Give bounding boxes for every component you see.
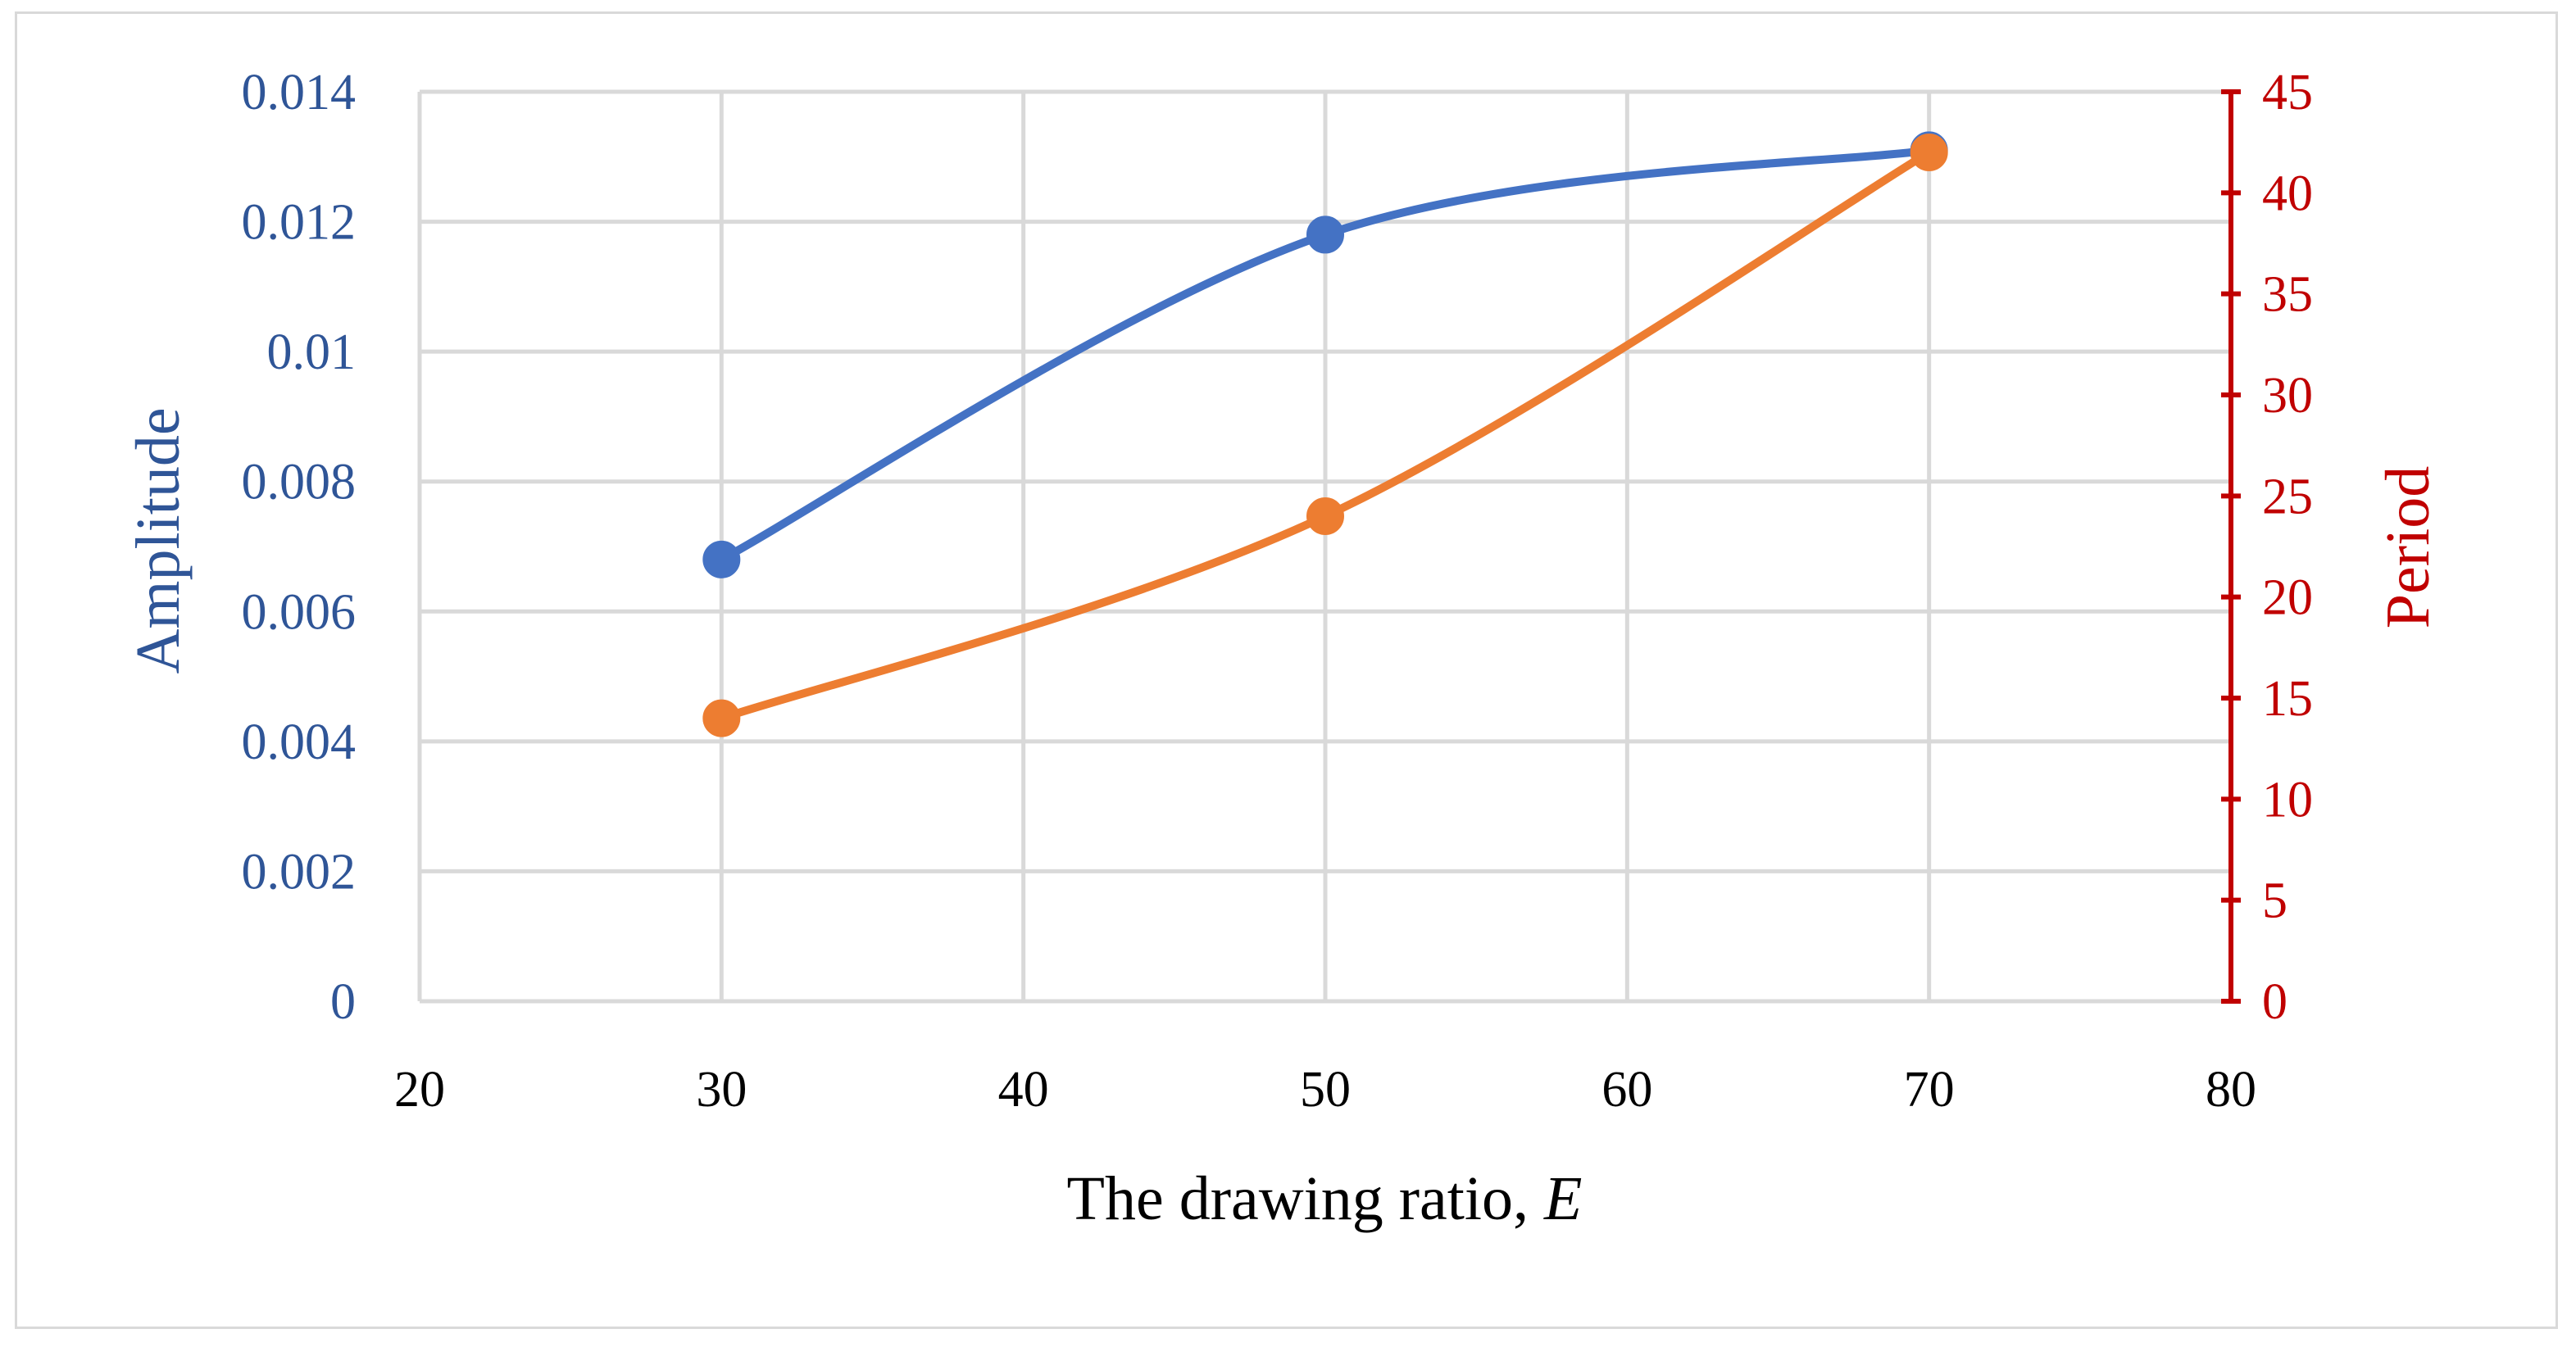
series-right-axis [702,134,1948,737]
tick-labels: 0 0.002 0.004 0.006 0.008 0.01 0.012 0.014 0 5 10 1… [242,65,2314,1118]
x-axis-title: The drawing ratio, E [1067,1164,1583,1233]
left-tick-label: 0.004 [242,714,357,770]
right-tick-label: 10 [2262,772,2313,828]
right-tick-label: 0 [2262,974,2288,1030]
data-point [1306,215,1344,254]
right-tick-label: 45 [2262,65,2313,120]
x-tick-label: 30 [696,1062,747,1118]
left-axis-title: Amplitude [124,407,193,674]
x-tick-label: 40 [998,1062,1049,1118]
right-tick-label: 20 [2262,570,2313,626]
series [702,131,1948,737]
data-point [702,699,741,737]
x-tick-label: 60 [1601,1062,1652,1118]
right-axis-title: Period [2374,466,2442,628]
data-point [702,540,741,578]
left-tick-label: 0.006 [242,584,357,640]
x-axis-title-text: The drawing ratio, [1067,1164,1544,1233]
right-tick-label: 25 [2262,469,2313,524]
right-tick-label: 5 [2262,873,2288,929]
right-tick-label: 35 [2262,267,2313,323]
left-tick-label: 0.014 [242,65,357,120]
right-tick-label: 15 [2262,671,2313,727]
chart-frame [15,11,2558,1329]
right-tick-label: 30 [2262,368,2313,424]
left-tick-label: 0.008 [242,455,357,510]
x-tick-label: 50 [1300,1062,1351,1118]
data-point [1306,497,1344,535]
axes [2221,89,2241,1004]
left-tick-label: 0.012 [242,195,357,251]
left-tick-label: 0 [330,974,356,1030]
data-point [1910,134,1948,171]
left-tick-label: 0.002 [242,844,357,900]
x-axis-title-variable: E [1543,1164,1582,1233]
right-tick-label: 40 [2262,166,2313,221]
left-tick-label: 0.01 [267,324,357,380]
x-tick-label: 20 [394,1062,445,1118]
x-tick-label: 70 [1904,1062,1955,1118]
x-tick-label: 80 [2206,1062,2256,1118]
